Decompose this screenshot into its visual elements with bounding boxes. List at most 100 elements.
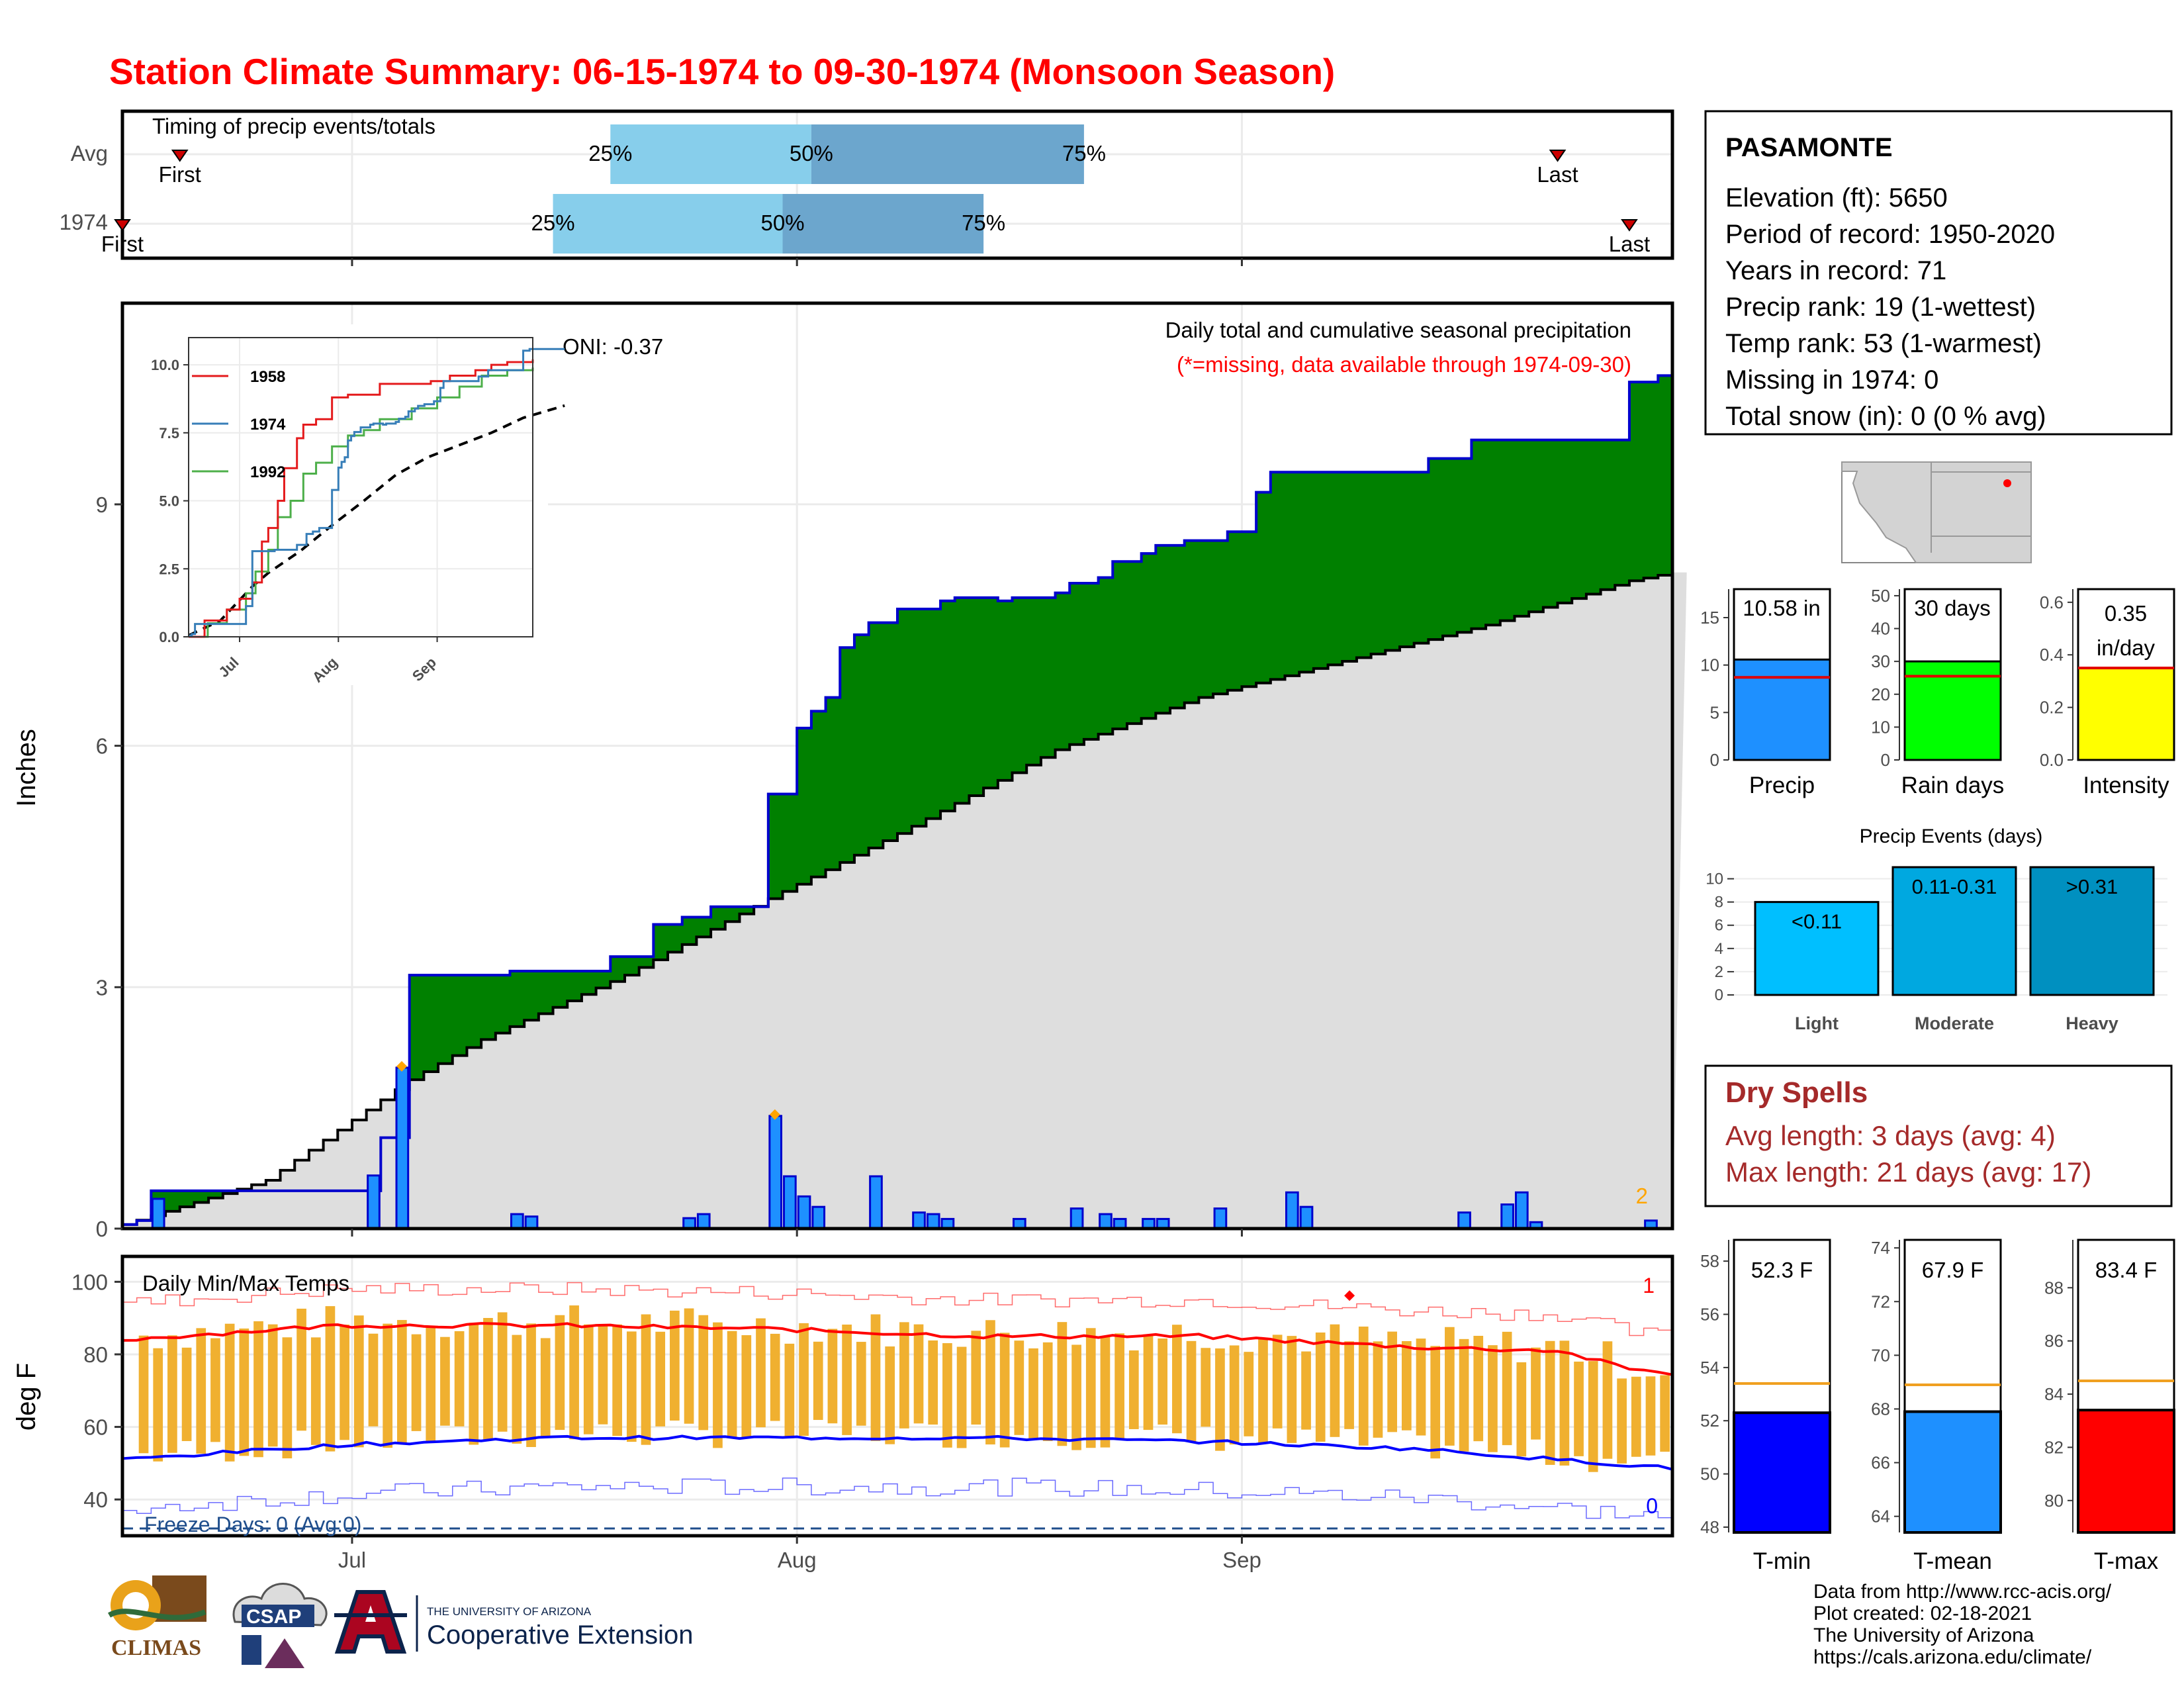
precip-anomaly-fill bbox=[567, 970, 582, 1001]
timing-panel: Timing of precip events/totals Avg 1974 … bbox=[60, 109, 1674, 266]
mini-ytick-label-intensity: 0.4 bbox=[2040, 645, 2064, 665]
precip-anomaly-fill bbox=[739, 906, 754, 914]
precip-anomaly-fill bbox=[825, 697, 841, 870]
precip-anomaly-fill bbox=[1658, 375, 1673, 575]
daily-temp-range-bar bbox=[1473, 1335, 1484, 1442]
temp-ytick-label: 60 bbox=[83, 1415, 108, 1440]
temp-ylabel: deg F bbox=[12, 1363, 41, 1430]
precip-anomaly-fill bbox=[1285, 472, 1300, 676]
freeze-days-count: 0 bbox=[1646, 1494, 1658, 1518]
precip-anomaly-fill bbox=[1213, 540, 1228, 694]
events-ytick-label: 4 bbox=[1715, 940, 1723, 958]
temp-ytick-label: 40 bbox=[83, 1487, 108, 1512]
dry-spells-max: Max length: 21 days (avg: 17) bbox=[1725, 1156, 2091, 1188]
temp-mini-label-tmean: T-mean bbox=[1913, 1548, 1992, 1574]
mini-ytick-label-intensity: 0.2 bbox=[2040, 698, 2064, 718]
daily-temp-range-bar bbox=[655, 1331, 666, 1427]
precip-anomaly-fill bbox=[926, 608, 941, 819]
daily-temp-range-bar bbox=[1559, 1340, 1570, 1466]
precip-ytick-label: 6 bbox=[96, 734, 108, 759]
daily-temp-range-bar bbox=[583, 1324, 594, 1434]
daily-temp-range-bar bbox=[353, 1315, 364, 1448]
daily-temp-range-bar bbox=[239, 1328, 250, 1456]
daily-temp-range-bar bbox=[612, 1324, 622, 1436]
inset-legend-label: 1992 bbox=[250, 463, 285, 481]
temp-mini-value-tmin: 52.3 F bbox=[1751, 1258, 1813, 1282]
credit-line-university: The University of Arizona bbox=[1813, 1624, 2034, 1646]
precip-value-text: 10.58 in bbox=[1743, 596, 1820, 620]
precip-anomaly-fill bbox=[1313, 472, 1329, 669]
daily-temp-range-bar bbox=[598, 1325, 608, 1425]
temp-xtick-label: Sep bbox=[1222, 1548, 1261, 1572]
locator-map bbox=[1841, 461, 2032, 563]
precip-axis-ticks: 0 3 6 9 bbox=[96, 492, 1243, 1241]
daily-temp-range-bar bbox=[1588, 1361, 1598, 1472]
temp-ytick-label: 80 bbox=[83, 1342, 108, 1367]
precip-anomaly-fill bbox=[452, 975, 468, 1056]
temp-mini-ytick-label-tmin: 50 bbox=[1700, 1464, 1719, 1484]
precip-anomaly-fill bbox=[481, 975, 496, 1040]
station-info-frame bbox=[1704, 110, 2173, 436]
events-panel: Precip Events (days) 0 2 4 6 8 10 <0.11 Light 0.… bbox=[1706, 825, 2167, 1033]
temp-mini-ytick-label-tmin: 54 bbox=[1700, 1358, 1719, 1378]
events-ytick-label: 6 bbox=[1715, 917, 1723, 935]
dry-spells-title: Dry Spells bbox=[1725, 1076, 1868, 1109]
mini-ytick-label-raindays: 50 bbox=[1871, 586, 1890, 606]
timing-title: Timing of precip events/totals bbox=[152, 114, 435, 138]
events-bar bbox=[1754, 901, 1880, 996]
daily-temp-range-bar bbox=[827, 1329, 838, 1424]
precip-panel: 0 3 6 9 Inches ONI: -0.37 Daily total and c… bbox=[12, 301, 1687, 1241]
daily-temp-range-bar bbox=[999, 1333, 1010, 1448]
daily-precip-bar bbox=[1500, 1203, 1514, 1230]
daily-precip-bar bbox=[1299, 1205, 1314, 1230]
inset-legend-label: 1974 bbox=[250, 416, 286, 434]
daily-precip-bar bbox=[510, 1213, 524, 1230]
mini-ytick-label-precip: 10 bbox=[1700, 655, 1719, 675]
daily-temp-range-bar bbox=[253, 1321, 263, 1458]
temp-mini-value-tmax: 83.4 F bbox=[2095, 1258, 2158, 1282]
daily-temp-range-bar bbox=[1401, 1340, 1412, 1430]
precip-anomaly-fill bbox=[1227, 532, 1243, 690]
mini-ytick-label-raindays: 10 bbox=[1871, 717, 1890, 737]
daily-temp-range-bar bbox=[1100, 1336, 1111, 1448]
oni-label: ONI: -0.37 bbox=[563, 334, 663, 359]
precip-anomaly-fill bbox=[911, 608, 927, 827]
precip-anomaly-fill bbox=[840, 647, 855, 863]
precip-anomaly-fill bbox=[1643, 382, 1659, 579]
precip-anomaly-fill bbox=[653, 924, 668, 960]
precip-anomaly-fill bbox=[1126, 561, 1142, 724]
mini-bar-precip bbox=[1733, 658, 1831, 761]
temp-mini-ytick-label-tmean: 68 bbox=[1871, 1399, 1890, 1419]
daily-temp-range-bar bbox=[1430, 1346, 1441, 1459]
daily-temp-range-bar bbox=[224, 1323, 235, 1462]
daily-temp-range-bar bbox=[684, 1308, 694, 1424]
daily-temp-range-bar bbox=[1645, 1376, 1656, 1456]
daily-temp-range-bar bbox=[540, 1338, 551, 1438]
daily-precip-bar bbox=[912, 1211, 926, 1230]
daily-temp-range-bar bbox=[1358, 1326, 1369, 1446]
daily-temp-range-bar bbox=[856, 1342, 866, 1426]
average-cumulative-area bbox=[122, 572, 1687, 1229]
precip-anomaly-fill bbox=[467, 975, 482, 1048]
events-ytick-label: 2 bbox=[1715, 963, 1723, 981]
daily-temp-range-bar bbox=[971, 1331, 981, 1425]
events-bar-range: <0.11 bbox=[1792, 910, 1842, 933]
daily-precip-bar bbox=[1285, 1191, 1299, 1230]
temp-mini-ytick-label-tmean: 64 bbox=[1871, 1507, 1890, 1526]
precip-anomaly-fill bbox=[179, 1190, 195, 1207]
temp-mini-bar-tmean bbox=[1903, 1410, 2002, 1534]
inset-legend: 1958 1974 1992 bbox=[192, 368, 286, 481]
last-label: Last bbox=[1609, 232, 1650, 256]
precip-anomaly-fill bbox=[409, 975, 424, 1080]
daily-precip-bar bbox=[926, 1213, 940, 1230]
daily-temp-range-bar bbox=[1373, 1341, 1383, 1438]
precip-anomaly-fill bbox=[1328, 472, 1343, 665]
events-category-label: Moderate bbox=[1915, 1013, 1994, 1033]
precip-anomaly-fill bbox=[1141, 553, 1156, 719]
temp-summary-bars: 48 50 52 54 56 58 52.3 F T-min 64 66 68 70 72 74 67.9 … bbox=[1700, 1238, 2175, 1574]
precip-series bbox=[122, 374, 1687, 1230]
daily-temp-range-bar bbox=[1502, 1331, 1512, 1446]
mini-ytick-label-precip: 0 bbox=[1710, 750, 1719, 770]
daily-temp-range-bar bbox=[770, 1333, 780, 1421]
daily-temp-range-bar bbox=[942, 1343, 952, 1448]
